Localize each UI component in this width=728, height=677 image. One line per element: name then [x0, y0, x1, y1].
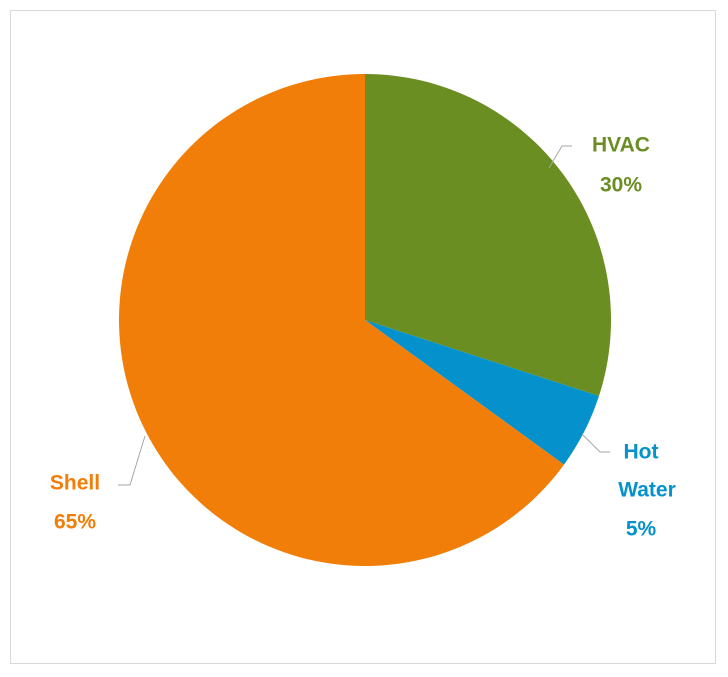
- data-label-name-hot-water: Hot: [624, 441, 659, 464]
- leader-lines: [118, 145, 610, 486]
- pie-slice-hvac: [365, 73, 612, 397]
- data-label-name-hot-water: Water: [618, 479, 676, 502]
- data-labels: HVAC 30% Hot Water 5% Shell 65%: [50, 134, 676, 541]
- data-label-name-hvac: HVAC: [592, 134, 650, 157]
- pie-slices: [119, 73, 612, 567]
- data-label-percent-hot-water: 5%: [626, 518, 657, 541]
- data-label-percent-shell: 65%: [54, 511, 96, 534]
- pie-slice-hot-water: [365, 320, 599, 465]
- pie-slice-shell: [119, 74, 565, 567]
- leader-line-hot-water: [581, 433, 610, 453]
- data-label-percent-hvac: 30%: [600, 174, 642, 197]
- leader-line-shell: [118, 435, 146, 486]
- data-label-name-shell: Shell: [50, 472, 100, 495]
- leader-line-hvac: [548, 145, 572, 169]
